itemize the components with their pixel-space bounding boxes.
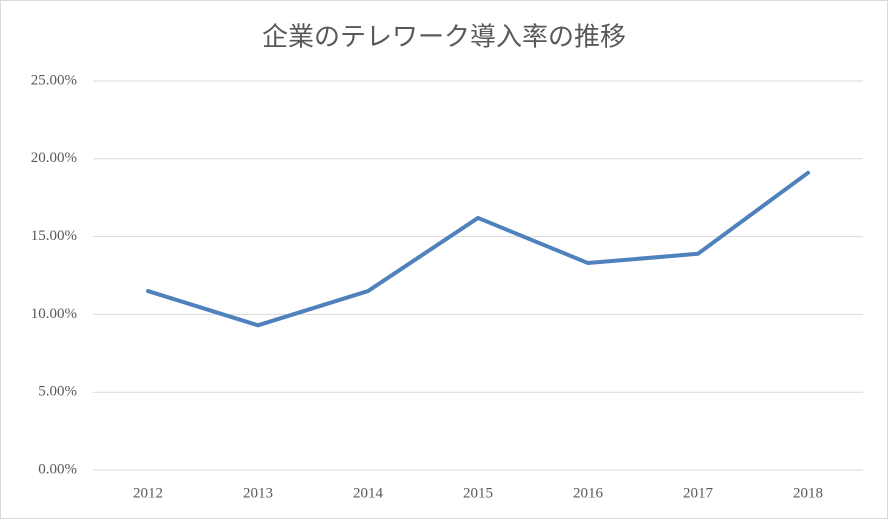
y-tick-label: 20.00% (31, 150, 77, 166)
x-tick-label: 2013 (243, 485, 273, 501)
x-tick-label: 2012 (133, 485, 163, 501)
x-tick-label: 2016 (573, 485, 604, 501)
y-tick-label: 25.00% (31, 72, 77, 88)
chart-title: 企業のテレワーク導入率の推移 (262, 23, 626, 53)
line (146, 170, 810, 328)
x-tick-label: 2014 (353, 485, 384, 501)
x-tick-label: 2017 (683, 485, 714, 501)
y-tick-label: 0.00% (38, 461, 77, 477)
y-tick-label: 10.00% (31, 306, 77, 322)
x-tick-label: 2015 (463, 485, 493, 501)
y-tick-label: 15.00% (31, 228, 77, 244)
y-tick-label: 5.00% (38, 384, 77, 400)
x-tick-label: 2018 (793, 485, 823, 501)
